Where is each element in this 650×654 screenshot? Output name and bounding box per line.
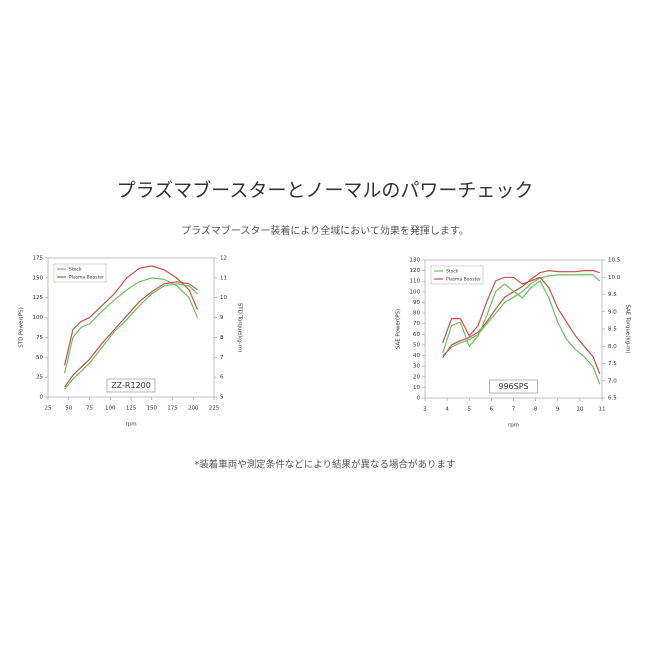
y2-tick-label: 12 (220, 256, 227, 262)
legend-label: Stock (446, 269, 459, 275)
legend-box (430, 265, 484, 285)
x-tick-label: 50 (65, 406, 72, 412)
y-tick-label: 40 (413, 353, 420, 359)
y-tick-label: 0 (417, 396, 421, 402)
y-tick-label: 100 (33, 315, 44, 321)
y2-tick-label: 6.5 (608, 396, 617, 402)
y2-tick-label: 7.0 (608, 378, 617, 384)
y2-tick-label: 5 (220, 395, 224, 401)
legend-label: Plasma Booster (69, 275, 104, 281)
annotation: 996SPS (498, 382, 528, 391)
x-tick-label: 25 (45, 406, 52, 412)
series-line (442, 269, 600, 359)
annotation: ZZ-R1200 (111, 381, 151, 390)
y-tick-label: 0 (40, 395, 44, 401)
legend-label: Stock (69, 267, 82, 273)
y-tick-label: 150 (33, 275, 44, 281)
y2-tick-label: 9.5 (608, 292, 617, 298)
x-tick-label: 75 (86, 406, 93, 412)
series-line (64, 265, 198, 366)
y2-tick-label: 10 (220, 295, 227, 301)
page-subtitle: プラズマブースター装着により全域において効果を発揮します。 (181, 224, 469, 237)
x-tick-label: 5 (468, 407, 472, 413)
y2-tick-label: 8.0 (608, 344, 617, 350)
series-line (64, 283, 198, 390)
legend-box (53, 263, 107, 283)
series-line (442, 274, 601, 356)
y-tick-label: 20 (413, 374, 420, 380)
y2-tick-label: 7.5 (608, 361, 617, 367)
x-axis-title: rpm (508, 423, 519, 429)
x-tick-label: 6 (490, 407, 494, 413)
y-tick-label: 30 (413, 364, 420, 370)
x-tick-label: 10 (576, 407, 583, 413)
x-tick-label: 225 (209, 406, 220, 412)
y2-tick-label: 11 (220, 275, 227, 281)
y-tick-label: 100 (410, 289, 421, 295)
x-axis-title: rpm (125, 422, 136, 428)
y2-tick-label: 8.5 (608, 327, 617, 333)
x-tick-label: 11 (599, 407, 606, 413)
series-line (442, 276, 601, 375)
y2-axis-title: SAE Torque(kg-m) (625, 304, 631, 353)
y-tick-label: 120 (410, 268, 421, 274)
series-line (64, 281, 198, 388)
x-tick-label: 150 (147, 406, 158, 412)
annotation-box (106, 378, 156, 393)
x-tick-label: 9 (556, 407, 560, 413)
y2-tick-label: 9.0 (608, 309, 617, 315)
x-tick-label: 200 (188, 406, 199, 412)
y2-axis-title: STD Torque(kg-m) (237, 303, 243, 352)
x-tick-label: 4 (445, 407, 449, 413)
x-tick-label: 175 (167, 406, 178, 412)
y-tick-label: 75 (36, 335, 43, 341)
y-tick-label: 25 (36, 375, 43, 381)
y2-tick-label: 7 (220, 355, 224, 361)
x-tick-label: 3 (423, 407, 427, 413)
y-tick-label: 50 (413, 342, 420, 348)
y-tick-label: 10 (413, 385, 420, 391)
y2-tick-label: 6 (220, 375, 224, 381)
y2-tick-label: 10.5 (608, 258, 621, 264)
y-axis-title: SAE Power(PS) (396, 309, 402, 349)
y-tick-label: 175 (33, 256, 44, 262)
annotation-box (489, 379, 538, 394)
y-tick-label: 90 (413, 300, 420, 306)
y-tick-label: 110 (410, 279, 421, 285)
y-tick-label: 130 (410, 258, 421, 264)
y-tick-label: 60 (413, 332, 420, 338)
legend-label: Plasma Booster (446, 277, 481, 283)
page-title: プラズマブースターとノーマルのパワーチェック (117, 179, 534, 202)
y2-tick-label: 9 (220, 315, 224, 321)
x-tick-label: 7 (512, 407, 516, 413)
series-line (64, 277, 198, 374)
y-tick-label: 80 (413, 311, 420, 317)
series-line (442, 279, 601, 385)
x-tick-label: 8 (534, 407, 538, 413)
y-tick-label: 50 (36, 355, 43, 361)
y-axis-title: STD Power(PS) (19, 307, 25, 348)
y2-tick-label: 8 (220, 335, 224, 341)
y2-tick-label: 10.0 (608, 275, 621, 281)
footnote: *装着車両や測定条件などにより結果が異なる場合があります (194, 459, 455, 471)
y-tick-label: 125 (33, 295, 44, 301)
x-tick-label: 125 (126, 406, 137, 412)
x-tick-label: 100 (105, 406, 116, 412)
y-tick-label: 70 (413, 321, 420, 327)
